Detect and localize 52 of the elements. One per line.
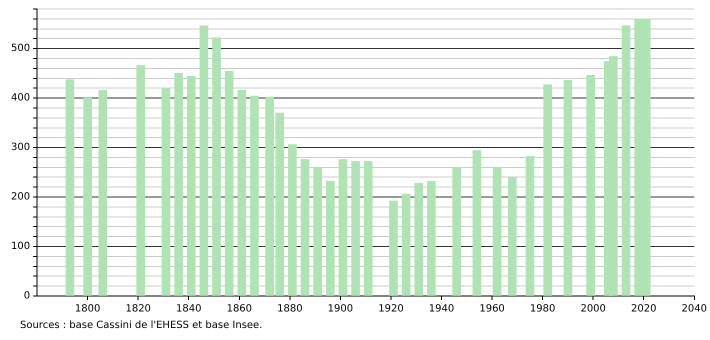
y-tick-label: 500 (10, 43, 30, 54)
bar (66, 79, 74, 296)
bar (402, 194, 410, 296)
bar (288, 144, 297, 296)
bar (526, 156, 534, 296)
bar (351, 161, 360, 296)
y-tick-label: 0 (24, 290, 30, 302)
x-tick-label: 1980 (530, 304, 556, 315)
bar (586, 74, 595, 296)
x-tick-label: 1940 (428, 304, 454, 315)
source-note: Sources : base Cassini de l'EHESS et base Insee. (20, 320, 262, 331)
bar (136, 65, 146, 296)
bar (98, 90, 108, 296)
y-tick-label: 200 (10, 192, 30, 203)
bar (427, 180, 436, 296)
bar (338, 159, 348, 296)
bar (224, 71, 234, 296)
x-tick-label: 1920 (378, 304, 404, 315)
x-tick-label: 2000 (580, 304, 606, 315)
bar (237, 90, 246, 296)
x-tick-label: 2020 (630, 304, 656, 315)
bar (622, 25, 630, 296)
bar (313, 168, 322, 296)
x-tick-label: 1840 (176, 304, 202, 315)
y-tick-label: 400 (10, 92, 30, 104)
bar (492, 168, 502, 296)
bar (250, 96, 259, 296)
bar (162, 88, 170, 296)
x-tick-label: 1820 (125, 304, 151, 315)
bar (174, 73, 183, 296)
bar (543, 84, 552, 296)
bar (200, 25, 208, 296)
x-tick-label: 1880 (277, 304, 303, 315)
bar (83, 98, 92, 296)
bar (452, 168, 462, 296)
x-tick-label: 1960 (479, 304, 505, 315)
bar (508, 177, 517, 296)
x-tick-label: 1800 (74, 304, 100, 315)
bar (564, 80, 572, 296)
bar (472, 150, 482, 296)
bar (364, 161, 373, 296)
y-tick-label: 100 (10, 241, 30, 252)
x-tick-label: 1900 (328, 304, 354, 315)
x-tick-label: 2040 (682, 304, 707, 315)
bar (212, 37, 221, 296)
bar (186, 76, 196, 296)
bar (414, 182, 424, 296)
y-tick-label: 300 (10, 142, 30, 154)
x-tick-label: 1860 (226, 304, 252, 315)
bar (389, 200, 398, 296)
bar (326, 180, 335, 296)
bar (300, 159, 310, 296)
